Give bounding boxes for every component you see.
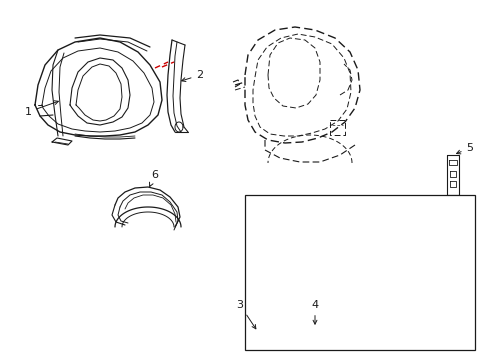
- Text: 3: 3: [236, 300, 255, 329]
- Bar: [244, 195, 474, 350]
- Text: 5: 5: [456, 143, 472, 154]
- Text: 2: 2: [182, 70, 203, 81]
- Text: 1: 1: [24, 101, 58, 117]
- Text: 4: 4: [311, 300, 318, 324]
- Text: 6: 6: [149, 170, 158, 186]
